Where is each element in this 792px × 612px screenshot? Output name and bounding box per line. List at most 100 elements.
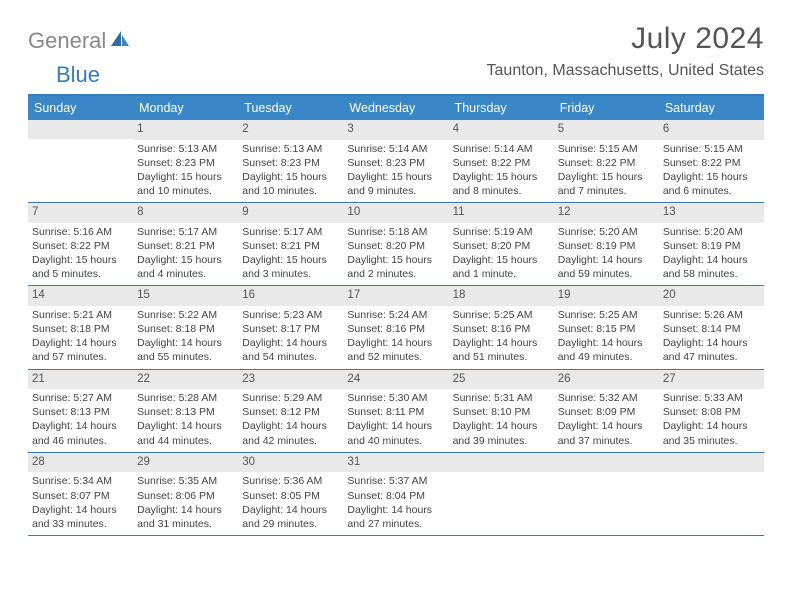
sunrise-line: Sunrise: 5:22 AM bbox=[137, 308, 234, 322]
sail-icon bbox=[108, 29, 130, 54]
day-body: Sunrise: 5:20 AMSunset: 8:19 PMDaylight:… bbox=[554, 223, 659, 286]
day-cell: 21Sunrise: 5:27 AMSunset: 8:13 PMDayligh… bbox=[28, 370, 133, 452]
day-cell: 4Sunrise: 5:14 AMSunset: 8:22 PMDaylight… bbox=[449, 120, 554, 202]
day-body: Sunrise: 5:37 AMSunset: 8:04 PMDaylight:… bbox=[343, 472, 448, 535]
day-cell bbox=[449, 453, 554, 535]
day-number: 10 bbox=[343, 203, 448, 223]
sunrise-line: Sunrise: 5:16 AM bbox=[32, 225, 129, 239]
daylight-line: Daylight: 14 hours and 44 minutes. bbox=[137, 419, 234, 447]
day-cell: 25Sunrise: 5:31 AMSunset: 8:10 PMDayligh… bbox=[449, 370, 554, 452]
sunrise-line: Sunrise: 5:25 AM bbox=[453, 308, 550, 322]
day-header: Tuesday bbox=[238, 96, 343, 120]
day-body: Sunrise: 5:25 AMSunset: 8:15 PMDaylight:… bbox=[554, 306, 659, 369]
day-cell: 9Sunrise: 5:17 AMSunset: 8:21 PMDaylight… bbox=[238, 203, 343, 285]
sunset-line: Sunset: 8:05 PM bbox=[242, 489, 339, 503]
day-body: Sunrise: 5:16 AMSunset: 8:22 PMDaylight:… bbox=[28, 223, 133, 286]
day-number: 23 bbox=[238, 370, 343, 390]
day-body: Sunrise: 5:14 AMSunset: 8:22 PMDaylight:… bbox=[449, 140, 554, 203]
day-cell: 23Sunrise: 5:29 AMSunset: 8:12 PMDayligh… bbox=[238, 370, 343, 452]
day-number: 28 bbox=[28, 453, 133, 473]
day-cell: 11Sunrise: 5:19 AMSunset: 8:20 PMDayligh… bbox=[449, 203, 554, 285]
location-text: Taunton, Massachusetts, United States bbox=[487, 62, 764, 80]
day-header: Thursday bbox=[449, 96, 554, 120]
day-number: 1 bbox=[133, 120, 238, 140]
sunset-line: Sunset: 8:20 PM bbox=[453, 239, 550, 253]
daylight-line: Daylight: 14 hours and 33 minutes. bbox=[32, 503, 129, 531]
day-number: 31 bbox=[343, 453, 448, 473]
sunrise-line: Sunrise: 5:19 AM bbox=[453, 225, 550, 239]
day-cell: 28Sunrise: 5:34 AMSunset: 8:07 PMDayligh… bbox=[28, 453, 133, 535]
daylight-line: Daylight: 14 hours and 29 minutes. bbox=[242, 503, 339, 531]
week-row: 28Sunrise: 5:34 AMSunset: 8:07 PMDayligh… bbox=[28, 453, 764, 536]
calendar-body: 1Sunrise: 5:13 AMSunset: 8:23 PMDaylight… bbox=[28, 120, 764, 536]
empty-day-body bbox=[659, 472, 764, 530]
sunrise-line: Sunrise: 5:20 AM bbox=[558, 225, 655, 239]
day-number: 3 bbox=[343, 120, 448, 140]
day-cell: 26Sunrise: 5:32 AMSunset: 8:09 PMDayligh… bbox=[554, 370, 659, 452]
sunset-line: Sunset: 8:07 PM bbox=[32, 489, 129, 503]
day-number: 29 bbox=[133, 453, 238, 473]
day-body: Sunrise: 5:31 AMSunset: 8:10 PMDaylight:… bbox=[449, 389, 554, 452]
day-cell: 19Sunrise: 5:25 AMSunset: 8:15 PMDayligh… bbox=[554, 286, 659, 368]
sunset-line: Sunset: 8:19 PM bbox=[558, 239, 655, 253]
sunset-line: Sunset: 8:22 PM bbox=[32, 239, 129, 253]
sunrise-line: Sunrise: 5:33 AM bbox=[663, 391, 760, 405]
day-body: Sunrise: 5:19 AMSunset: 8:20 PMDaylight:… bbox=[449, 223, 554, 286]
daylight-line: Daylight: 15 hours and 9 minutes. bbox=[347, 170, 444, 198]
day-header: Wednesday bbox=[343, 96, 448, 120]
sunrise-line: Sunrise: 5:14 AM bbox=[347, 142, 444, 156]
day-header: Sunday bbox=[28, 96, 133, 120]
sunset-line: Sunset: 8:18 PM bbox=[137, 322, 234, 336]
sunset-line: Sunset: 8:09 PM bbox=[558, 405, 655, 419]
day-body: Sunrise: 5:17 AMSunset: 8:21 PMDaylight:… bbox=[133, 223, 238, 286]
day-cell: 31Sunrise: 5:37 AMSunset: 8:04 PMDayligh… bbox=[343, 453, 448, 535]
sunset-line: Sunset: 8:22 PM bbox=[558, 156, 655, 170]
sunset-line: Sunset: 8:20 PM bbox=[347, 239, 444, 253]
empty-day-body bbox=[28, 139, 133, 197]
sunrise-line: Sunrise: 5:20 AM bbox=[663, 225, 760, 239]
week-row: 14Sunrise: 5:21 AMSunset: 8:18 PMDayligh… bbox=[28, 286, 764, 369]
day-number: 21 bbox=[28, 370, 133, 390]
day-cell: 24Sunrise: 5:30 AMSunset: 8:11 PMDayligh… bbox=[343, 370, 448, 452]
sunrise-line: Sunrise: 5:21 AM bbox=[32, 308, 129, 322]
empty-day-body bbox=[554, 472, 659, 530]
sunrise-line: Sunrise: 5:29 AM bbox=[242, 391, 339, 405]
day-number: 12 bbox=[554, 203, 659, 223]
sunrise-line: Sunrise: 5:26 AM bbox=[663, 308, 760, 322]
daylight-line: Daylight: 15 hours and 2 minutes. bbox=[347, 253, 444, 281]
sunrise-line: Sunrise: 5:32 AM bbox=[558, 391, 655, 405]
day-cell: 30Sunrise: 5:36 AMSunset: 8:05 PMDayligh… bbox=[238, 453, 343, 535]
sunrise-line: Sunrise: 5:27 AM bbox=[32, 391, 129, 405]
daylight-line: Daylight: 14 hours and 47 minutes. bbox=[663, 336, 760, 364]
sunrise-line: Sunrise: 5:13 AM bbox=[137, 142, 234, 156]
daylight-line: Daylight: 15 hours and 8 minutes. bbox=[453, 170, 550, 198]
day-body: Sunrise: 5:17 AMSunset: 8:21 PMDaylight:… bbox=[238, 223, 343, 286]
sunrise-line: Sunrise: 5:15 AM bbox=[558, 142, 655, 156]
sunset-line: Sunset: 8:17 PM bbox=[242, 322, 339, 336]
day-number: 4 bbox=[449, 120, 554, 140]
day-number: 16 bbox=[238, 286, 343, 306]
day-body: Sunrise: 5:21 AMSunset: 8:18 PMDaylight:… bbox=[28, 306, 133, 369]
sunset-line: Sunset: 8:13 PM bbox=[32, 405, 129, 419]
day-body: Sunrise: 5:28 AMSunset: 8:13 PMDaylight:… bbox=[133, 389, 238, 452]
sunset-line: Sunset: 8:21 PM bbox=[242, 239, 339, 253]
day-cell bbox=[554, 453, 659, 535]
daylight-line: Daylight: 14 hours and 37 minutes. bbox=[558, 419, 655, 447]
day-body: Sunrise: 5:25 AMSunset: 8:16 PMDaylight:… bbox=[449, 306, 554, 369]
sunrise-line: Sunrise: 5:18 AM bbox=[347, 225, 444, 239]
sunrise-line: Sunrise: 5:35 AM bbox=[137, 474, 234, 488]
daylight-line: Daylight: 14 hours and 42 minutes. bbox=[242, 419, 339, 447]
day-cell: 6Sunrise: 5:15 AMSunset: 8:22 PMDaylight… bbox=[659, 120, 764, 202]
day-cell: 1Sunrise: 5:13 AMSunset: 8:23 PMDaylight… bbox=[133, 120, 238, 202]
day-number: 19 bbox=[554, 286, 659, 306]
sunset-line: Sunset: 8:12 PM bbox=[242, 405, 339, 419]
sunset-line: Sunset: 8:19 PM bbox=[663, 239, 760, 253]
day-number: 18 bbox=[449, 286, 554, 306]
day-number: 26 bbox=[554, 370, 659, 390]
sunrise-line: Sunrise: 5:13 AM bbox=[242, 142, 339, 156]
month-title: July 2024 bbox=[487, 22, 764, 56]
sunset-line: Sunset: 8:15 PM bbox=[558, 322, 655, 336]
sunset-line: Sunset: 8:18 PM bbox=[32, 322, 129, 336]
day-number: 7 bbox=[28, 203, 133, 223]
daylight-line: Daylight: 14 hours and 57 minutes. bbox=[32, 336, 129, 364]
